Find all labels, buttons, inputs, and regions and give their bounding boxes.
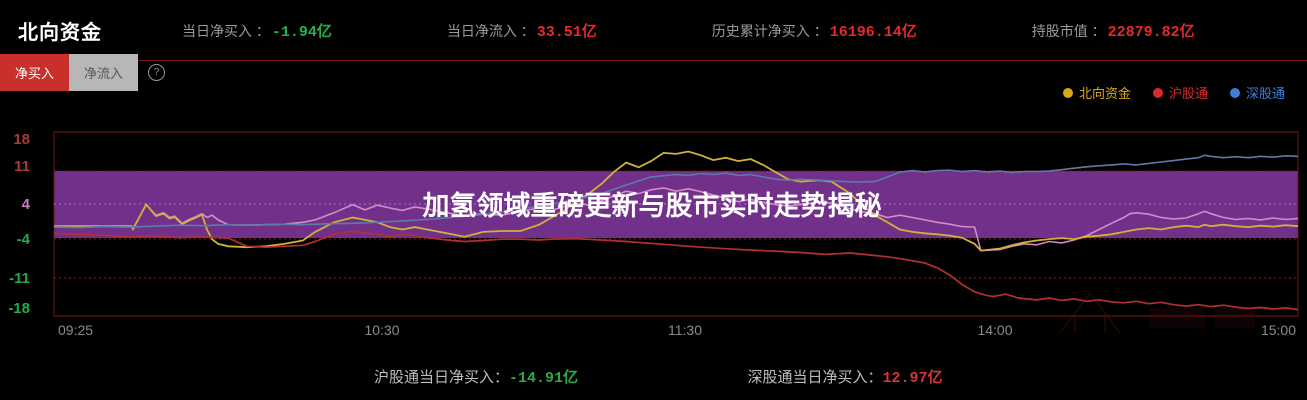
svg-text:-11: -11 — [9, 270, 30, 287]
svg-text:18: 18 — [13, 131, 30, 148]
svg-text:10:30: 10:30 — [364, 322, 399, 338]
svg-text:11:30: 11:30 — [668, 322, 702, 338]
svg-text:-4: -4 — [17, 231, 31, 248]
svg-text:沪股通当日净买入：-14.91亿: 沪股通当日净买入：-14.91亿 — [374, 368, 578, 387]
svg-text:加氢领域重磅更新与股市实时走势揭秘: 加氢领域重磅更新与股市实时走势揭秘 — [423, 190, 882, 221]
svg-text:14:00: 14:00 — [977, 322, 1012, 338]
svg-text:4: 4 — [22, 196, 31, 213]
svg-text:09:25: 09:25 — [58, 322, 93, 338]
svg-text:15:00: 15:00 — [1261, 322, 1296, 338]
svg-text:-18: -18 — [8, 300, 30, 317]
svg-text:深股通当日净买入：12.97亿: 深股通当日净买入：12.97亿 — [747, 368, 942, 387]
svg-text:11: 11 — [14, 158, 30, 175]
